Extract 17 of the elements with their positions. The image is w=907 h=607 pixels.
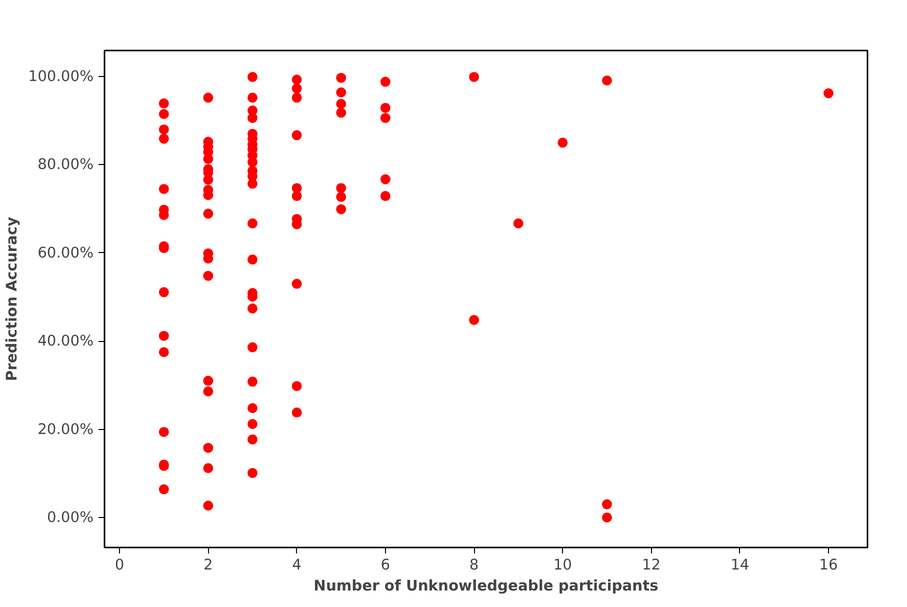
x-tick-label: 2 (204, 556, 213, 574)
y-tick-label: 0.00% (46, 509, 94, 526)
y-tick-label: 20.00% (38, 420, 94, 438)
y-tick-label: 80.00% (38, 156, 94, 174)
x-tick-label: 14 (730, 556, 750, 574)
y-tick-label: 40.00% (38, 332, 94, 350)
x-tick-label: 0 (114, 556, 124, 574)
y-axis-title: Prediction Accuracy (3, 216, 20, 382)
x-tick-label: 4 (292, 556, 302, 574)
y-tick-label: 60.00% (38, 244, 94, 262)
x-tick-label: 6 (380, 556, 390, 574)
x-tick-label: 12 (642, 556, 661, 574)
y-tick-label: 100.00% (28, 68, 94, 86)
x-axis-title: Number of Unknowledgeable participants (314, 578, 659, 594)
x-tick-label: 16 (819, 556, 838, 574)
x-tick-label: 10 (553, 556, 572, 574)
x-tick-label: 8 (469, 556, 479, 574)
